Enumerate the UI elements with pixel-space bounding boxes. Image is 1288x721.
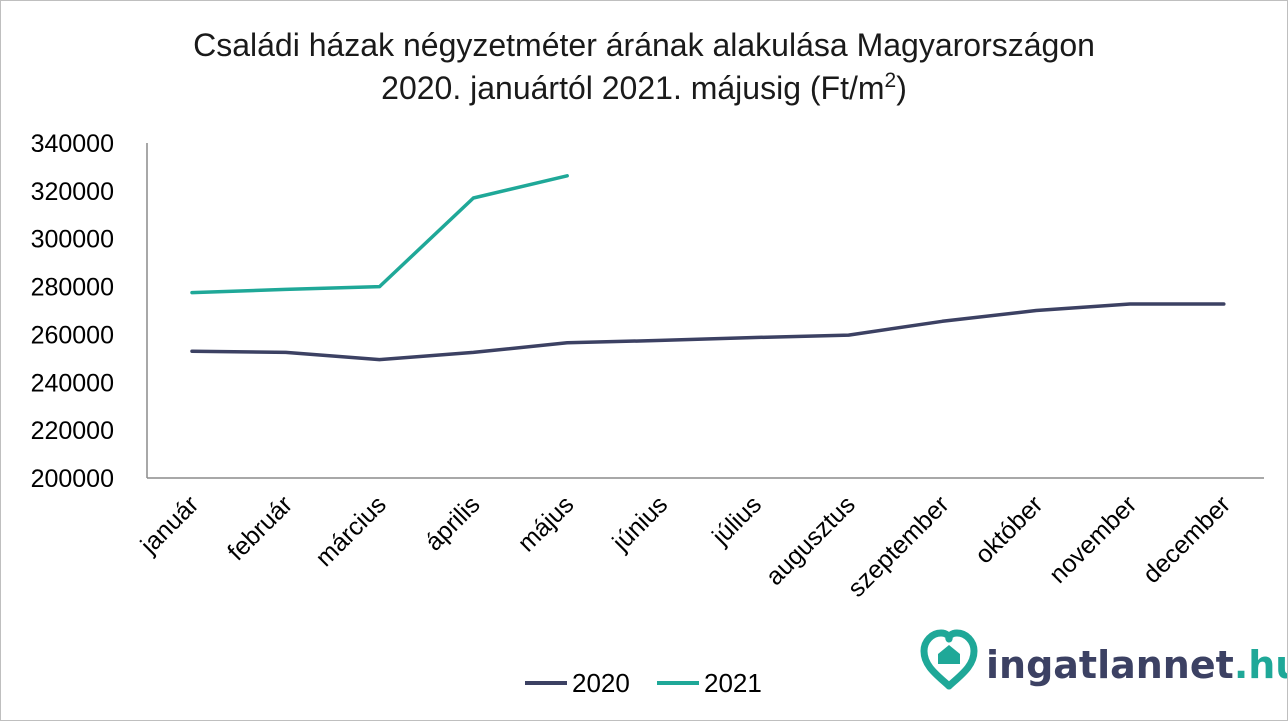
x-tick-label: június <box>607 490 674 557</box>
x-tick-label: április <box>420 490 486 556</box>
x-tick-label: január <box>135 490 205 560</box>
series-lines <box>190 174 1226 362</box>
logo-name: ingatlannet <box>986 643 1234 687</box>
y-tick-label: 260000 <box>31 321 114 349</box>
ingatlannet-logo: ingatlannet.hu <box>920 629 1287 690</box>
y-axis-tick-labels: 340000 320000 300000 280000 260000 240000 2200… <box>31 130 114 493</box>
y-tick-label: 240000 <box>31 369 114 397</box>
x-tick-label: november <box>1044 490 1142 588</box>
heart-house-icon <box>920 629 978 690</box>
series-line-2020 <box>190 302 1226 362</box>
legend-label-2020: 2020 <box>572 668 630 698</box>
x-tick-label: február <box>222 490 298 566</box>
x-tick-label: július <box>706 490 767 551</box>
x-tick-label: május <box>512 490 579 557</box>
chart-title-line-2-main: 2020. januártól 2021. májusig (Ft/m <box>381 70 884 106</box>
chart-title-line-2-end: ) <box>896 70 907 106</box>
x-tick-label: október <box>970 490 1049 569</box>
x-tick-label: augusztus <box>760 490 860 590</box>
legend: 2020 2021 <box>525 668 762 698</box>
y-tick-label: 220000 <box>31 417 114 445</box>
x-tick-label: március <box>310 490 392 572</box>
legend-label-2021: 2021 <box>704 668 762 698</box>
x-tick-label: december <box>1138 490 1236 588</box>
logo-tld: .hu <box>1234 643 1287 687</box>
y-tick-label: 200000 <box>31 465 114 493</box>
y-tick-label: 280000 <box>31 274 114 302</box>
series-line-2021 <box>190 174 569 295</box>
y-tick-label: 320000 <box>31 178 114 206</box>
chart-title-line-2: 2020. januártól 2021. májusig (Ft/m2) <box>381 69 907 106</box>
chart-title-line-2-sup: 2 <box>885 69 897 92</box>
x-tick-label: szeptember <box>842 490 954 602</box>
chart-title-line-1: Családi házak négyzetméter árának alakul… <box>193 27 1095 63</box>
x-axis-tick-labels: január február március április május június jú… <box>135 490 1236 602</box>
y-tick-label: 300000 <box>31 226 114 254</box>
y-tick-label: 340000 <box>31 130 114 158</box>
logo-wordmark: ingatlannet.hu <box>986 643 1287 687</box>
